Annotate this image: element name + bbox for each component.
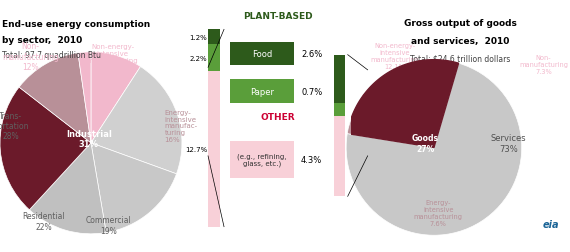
Bar	[334, 117, 345, 197]
Bar	[208, 72, 220, 227]
Text: PLANT-BASED: PLANT-BASED	[243, 12, 313, 21]
Text: by sector,  2010: by sector, 2010	[2, 35, 83, 44]
Wedge shape	[419, 60, 458, 148]
Text: Trans-
portation
28%: Trans- portation 28%	[0, 111, 28, 141]
Text: eia: eia	[543, 219, 559, 229]
Wedge shape	[347, 96, 434, 148]
Bar	[230, 80, 294, 104]
Wedge shape	[19, 54, 91, 143]
Text: Energy-
intensive
manufac-
turing
16%: Energy- intensive manufac- turing 16%	[165, 109, 198, 143]
Text: Gross output of goods: Gross output of goods	[404, 19, 517, 28]
Text: Non-energy-
intensive
manufacturing
3%: Non-energy- intensive manufacturing 3%	[87, 44, 139, 71]
Polygon shape	[419, 60, 459, 148]
Text: 1.2%: 1.2%	[189, 35, 207, 41]
Bar	[208, 30, 220, 45]
Text: End-use energy consumption: End-use energy consumption	[2, 20, 150, 29]
Text: Industrial
31%: Industrial 31%	[66, 129, 112, 149]
Text: Services
73%: Services 73%	[491, 134, 526, 153]
Polygon shape	[347, 96, 434, 148]
Text: Non-
manufacturing
7.3%: Non- manufacturing 7.3%	[519, 55, 568, 75]
Wedge shape	[91, 67, 182, 174]
Wedge shape	[91, 53, 140, 143]
Text: Energy-
intensive
manufacturing
7.6%: Energy- intensive manufacturing 7.6%	[414, 200, 463, 227]
Text: 4.3%: 4.3%	[301, 155, 322, 164]
Wedge shape	[91, 143, 177, 233]
Polygon shape	[364, 62, 434, 148]
Text: Food: Food	[252, 50, 272, 59]
Text: OTHER: OTHER	[260, 113, 295, 122]
Text: 2.2%: 2.2%	[189, 55, 207, 61]
Text: 2.6%: 2.6%	[301, 50, 322, 59]
Text: Residential
22%: Residential 22%	[22, 211, 64, 231]
Wedge shape	[363, 62, 434, 148]
Bar	[208, 45, 220, 72]
Text: Total: 97.7 quadrillion Btu: Total: 97.7 quadrillion Btu	[2, 50, 101, 59]
Wedge shape	[30, 143, 106, 234]
Bar	[230, 43, 294, 66]
Text: Commercial
19%: Commercial 19%	[86, 215, 131, 235]
Text: 0.7%: 0.7%	[301, 87, 322, 96]
Text: Non-
manufacturing
12%: Non- manufacturing 12%	[2, 42, 59, 72]
Bar	[334, 55, 345, 104]
Text: 12.7%: 12.7%	[185, 146, 207, 152]
Bar	[334, 104, 345, 117]
Wedge shape	[0, 88, 91, 210]
Wedge shape	[346, 64, 522, 235]
Wedge shape	[78, 53, 91, 143]
Text: Non-energy-
intensive
manufacturing
12.1%: Non-energy- intensive manufacturing 12.1…	[370, 43, 419, 70]
Text: Paper: Paper	[250, 87, 274, 96]
Text: Goods
27%: Goods 27%	[412, 134, 439, 153]
Text: (e.g., refining,
glass, etc.): (e.g., refining, glass, etc.)	[237, 153, 287, 167]
Text: Total: $24.6 trillion dollars: Total: $24.6 trillion dollars	[410, 54, 511, 63]
Bar	[230, 141, 294, 178]
Text: and services,  2010: and services, 2010	[411, 36, 510, 45]
